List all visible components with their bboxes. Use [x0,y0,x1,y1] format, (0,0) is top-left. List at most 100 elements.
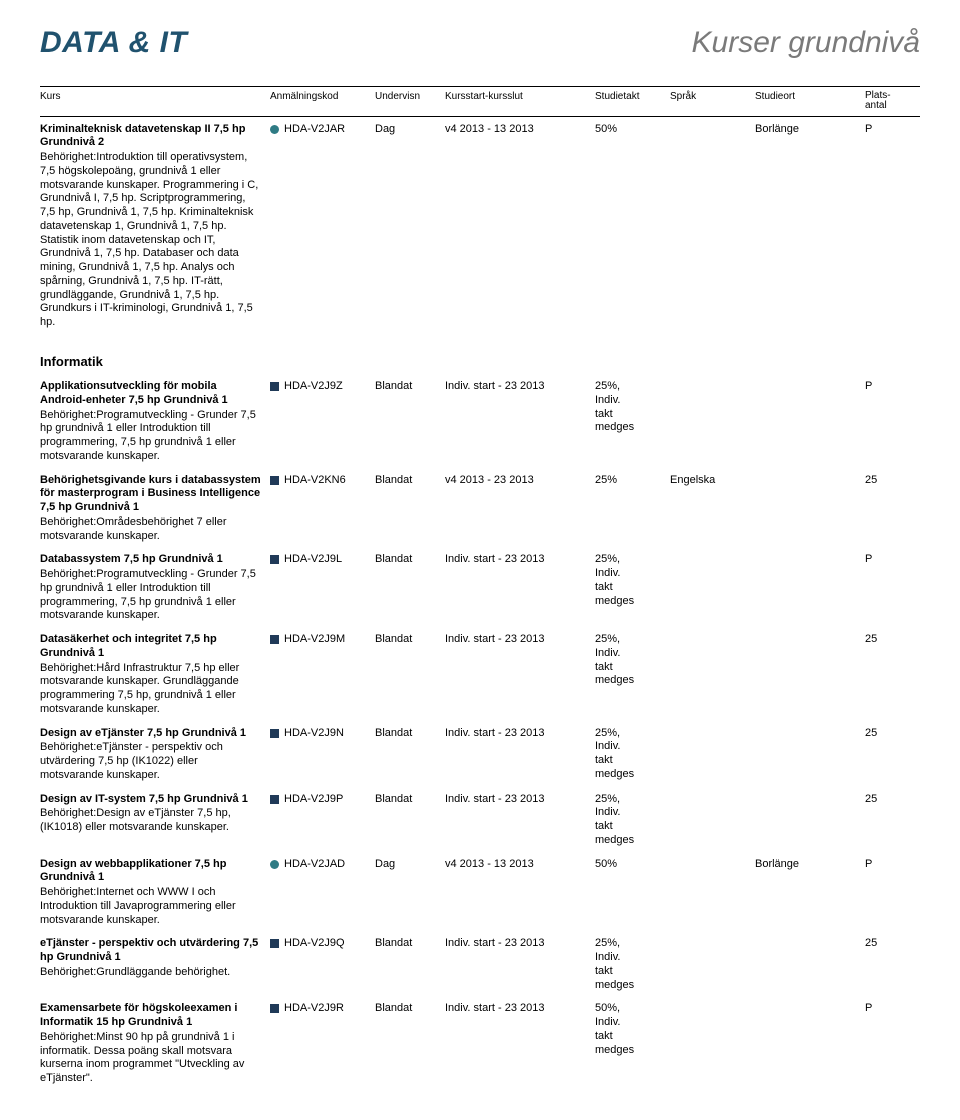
period-value: v4 2013 - 23 2013 [445,474,595,488]
platsantal-value: 25 [865,727,905,741]
course-title: Design av IT-system 7,5 hp Grundnivå 1 [40,793,262,807]
page-header: DATA & IT Kurser grundnivå [40,24,920,62]
course-description: Behörighet:Grundläggande behörighet. [40,966,262,980]
course-description: Behörighet:Design av eTjänster 7,5 hp, (… [40,807,262,835]
marker-square-icon [270,635,279,644]
table-row: Kriminalteknisk datavetenskap II 7,5 hp … [40,123,920,330]
section-heading-informatik: Informatik [40,354,920,370]
course-description: Behörighet:Hård Infrastruktur 7,5 hp ell… [40,662,262,717]
platsantal-value: 25 [865,633,905,647]
undervisn-value: Blandat [375,380,445,394]
table-row: Applikationsutveckling för mobila Androi… [40,380,920,464]
table-row: Datasäkerhet och integritet 7,5 hp Grund… [40,633,920,717]
period-value: v4 2013 - 13 2013 [445,123,595,137]
marker-square-icon [270,795,279,804]
period-value: Indiv. start - 23 2013 [445,633,595,647]
period-value: Indiv. start - 23 2013 [445,553,595,567]
table-row: Examensarbete för högskoleexamen i Infor… [40,1002,920,1086]
category-title: DATA & IT [40,24,187,62]
platsantal-value: P [865,553,905,567]
studietakt-value: 25%, Indiv. takt medges [595,633,670,688]
col-header-undervisn: Undervisn [375,91,445,112]
marker-square-icon [270,382,279,391]
platsantal-value: P [865,123,905,137]
studietakt-value: 25%, Indiv. takt medges [595,380,670,435]
table-header-row: Kurs Anmälningskod Undervisn Kursstart-k… [40,86,920,117]
marker-dot-icon [270,860,279,869]
col-header-studietakt: Studietakt [595,91,670,112]
table-row: Design av webbapplikationer 7,5 hp Grund… [40,858,920,928]
course-description: Behörighet:Områdesbehörighet 7 eller mot… [40,516,262,544]
col-header-studieort: Studieort [755,91,865,112]
period-value: Indiv. start - 23 2013 [445,727,595,741]
undervisn-value: Dag [375,858,445,872]
studietakt-value: 25%, Indiv. takt medges [595,553,670,608]
undervisn-value: Blandat [375,937,445,951]
undervisn-value: Blandat [375,727,445,741]
course-description: Behörighet:Internet och WWW I och Introd… [40,886,262,927]
marker-square-icon [270,555,279,564]
platsantal-value: 25 [865,937,905,951]
course-description: Behörighet:Programutveckling - Grunder 7… [40,568,262,623]
period-value: Indiv. start - 23 2013 [445,1002,595,1016]
period-value: Indiv. start - 23 2013 [445,937,595,951]
course-code: HDA-V2J9Q [284,937,345,951]
studietakt-value: 50% [595,858,670,872]
platsantal-value: P [865,1002,905,1016]
undervisn-value: Blandat [375,633,445,647]
studieort-value: Borlänge [755,858,865,872]
studietakt-value: 50%, Indiv. takt medges [595,1002,670,1057]
col-header-platsantal: Plats- antal [865,91,905,112]
marker-square-icon [270,1004,279,1013]
undervisn-value: Dag [375,123,445,137]
course-code: HDA-V2KN6 [284,474,346,488]
undervisn-value: Blandat [375,1002,445,1016]
studietakt-value: 25%, Indiv. takt medges [595,937,670,992]
undervisn-value: Blandat [375,474,445,488]
course-code: HDA-V2JAD [284,858,345,872]
undervisn-value: Blandat [375,793,445,807]
marker-square-icon [270,476,279,485]
platsantal-value: 25 [865,793,905,807]
course-title: Design av eTjänster 7,5 hp Grundnivå 1 [40,727,262,741]
course-description: Behörighet:Introduktion till operativsys… [40,151,262,330]
course-title: Applikationsutveckling för mobila Androi… [40,380,262,408]
page-subtitle: Kurser grundnivå [692,24,920,62]
courses-list: Applikationsutveckling för mobila Androi… [40,380,920,1086]
col-header-period: Kursstart-kursslut [445,91,595,112]
col-header-course: Kurs [40,91,270,112]
studietakt-value: 50% [595,123,670,137]
table-row: Databassystem 7,5 hp Grundnivå 1Behörigh… [40,553,920,623]
platsantal-value: P [865,380,905,394]
course-description: Behörighet:eTjänster - perspektiv och ut… [40,741,262,782]
studietakt-value: 25%, Indiv. takt medges [595,793,670,848]
col-header-code: Anmälningskod [270,91,375,112]
course-code: HDA-V2J9N [284,727,344,741]
course-title: Design av webbapplikationer 7,5 hp Grund… [40,858,262,886]
course-description: Behörighet:Programutveckling - Grunder 7… [40,409,262,464]
marker-square-icon [270,729,279,738]
studietakt-value: 25%, Indiv. takt medges [595,727,670,782]
table-row: Design av IT-system 7,5 hp Grundnivå 1Be… [40,793,920,848]
course-code: HDA-V2JAR [284,123,345,137]
col-header-language: Språk [670,91,755,112]
marker-dot-icon [270,125,279,134]
course-title: Datasäkerhet och integritet 7,5 hp Grund… [40,633,262,661]
period-value: v4 2013 - 13 2013 [445,858,595,872]
marker-square-icon [270,939,279,948]
undervisn-value: Blandat [375,553,445,567]
table-row: Behörighetsgivande kurs i databassystem … [40,474,920,544]
table-row: Design av eTjänster 7,5 hp Grundnivå 1Be… [40,727,920,783]
course-code: HDA-V2J9R [284,1002,344,1016]
course-title: eTjänster - perspektiv och utvärdering 7… [40,937,262,965]
table-row: eTjänster - perspektiv och utvärdering 7… [40,937,920,992]
platsantal-value: 25 [865,474,905,488]
course-title: Behörighetsgivande kurs i databassystem … [40,474,262,515]
course-code: HDA-V2J9Z [284,380,343,394]
course-title: Kriminalteknisk datavetenskap II 7,5 hp … [40,123,262,151]
course-code: HDA-V2J9P [284,793,343,807]
course-title: Databassystem 7,5 hp Grundnivå 1 [40,553,262,567]
language-value: Engelska [670,474,755,488]
period-value: Indiv. start - 23 2013 [445,793,595,807]
studieort-value: Borlänge [755,123,865,137]
